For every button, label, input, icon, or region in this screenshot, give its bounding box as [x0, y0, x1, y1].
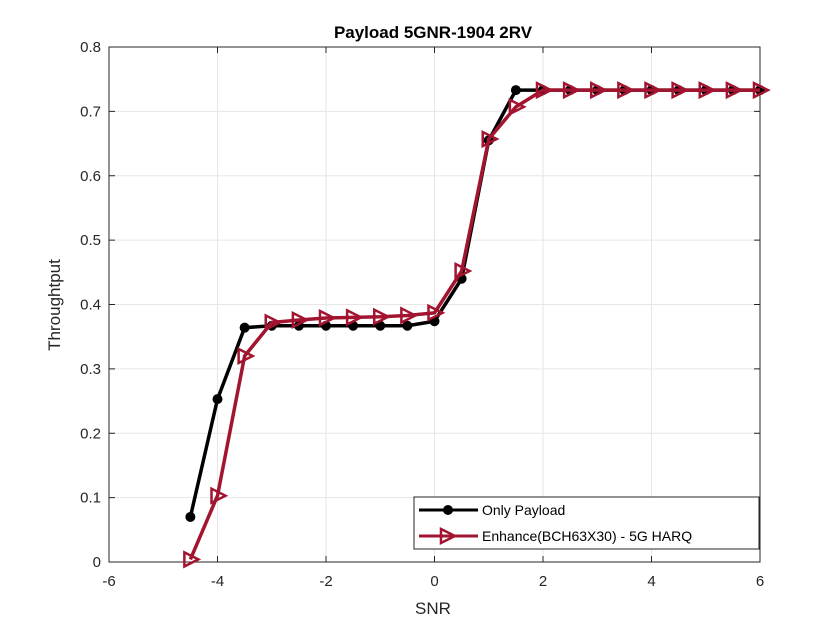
data-point	[212, 394, 223, 405]
data-point	[373, 307, 392, 326]
series-1	[183, 81, 771, 569]
x-tick-label: -6	[102, 573, 115, 590]
series-line	[188, 88, 760, 518]
x-tick-label: 2	[539, 573, 547, 590]
data-point	[183, 550, 202, 569]
x-tick-label: 6	[756, 573, 764, 590]
x-axis-label: SNR	[415, 599, 451, 618]
y-tick-label: 0.2	[80, 425, 101, 442]
data-point	[210, 486, 229, 505]
data-point	[264, 313, 283, 332]
data-point	[644, 81, 663, 100]
series-0	[185, 85, 765, 522]
data-point	[237, 346, 256, 366]
chart-title: Payload 5GNR-1904 2RV	[334, 23, 533, 42]
y-tick-label: 0.8	[80, 39, 101, 56]
x-tick-label: -2	[319, 573, 332, 590]
data-point	[508, 97, 527, 116]
legend-marker-triangle	[439, 526, 458, 546]
data-point	[752, 81, 771, 100]
data-point	[345, 308, 364, 327]
y-tick-label: 0.4	[80, 297, 101, 314]
y-tick-label: 0.6	[80, 168, 101, 185]
data-point	[617, 81, 636, 100]
data-point	[427, 303, 446, 322]
y-tick-label: 0.1	[80, 490, 101, 507]
y-tick-label: 0	[93, 554, 101, 571]
data-point	[590, 81, 609, 100]
data-point	[400, 306, 419, 325]
legend: Only Payload Enhance(BCH63X30) - 5G HARQ	[413, 496, 760, 550]
x-tick-label: -4	[211, 573, 224, 590]
data-point	[185, 511, 196, 522]
data-point	[481, 130, 500, 149]
grid-lines	[108, 46, 761, 563]
data-point	[454, 262, 473, 281]
legend-label-only-payload: Only Payload	[482, 502, 565, 518]
data-point	[239, 322, 250, 333]
data-point	[535, 81, 554, 100]
legend-box	[413, 496, 760, 550]
y-tick-label: 0.7	[80, 103, 101, 120]
y-tick-label: 0.5	[80, 232, 101, 249]
x-tick-label: 0	[430, 573, 438, 590]
data-point	[318, 308, 337, 328]
data-point	[698, 81, 717, 100]
x-tick-label: 4	[647, 573, 655, 590]
data-point	[291, 310, 310, 329]
y-axis-label: Throughtput	[45, 259, 64, 351]
series-layer	[183, 81, 771, 569]
legend-label-enhance: Enhance(BCH63X30) - 5G HARQ	[482, 528, 692, 544]
y-tick-label: 0.3	[80, 361, 101, 378]
legend-item-enhance: Enhance(BCH63X30) - 5G HARQ	[419, 526, 692, 546]
legend-marker-circle	[443, 505, 453, 515]
data-point	[510, 85, 521, 96]
legend-item-only-payload: Only Payload	[419, 502, 565, 518]
data-point	[725, 81, 744, 100]
data-point	[562, 81, 581, 100]
series-line	[188, 88, 760, 561]
data-point	[671, 81, 690, 100]
axis-ticks: -6 -4 -2 0 2 4 6 0 0.1 0.2 0.3 0.4 0.5 0.6 0.7 0.8	[80, 39, 764, 590]
data-point	[402, 320, 413, 331]
